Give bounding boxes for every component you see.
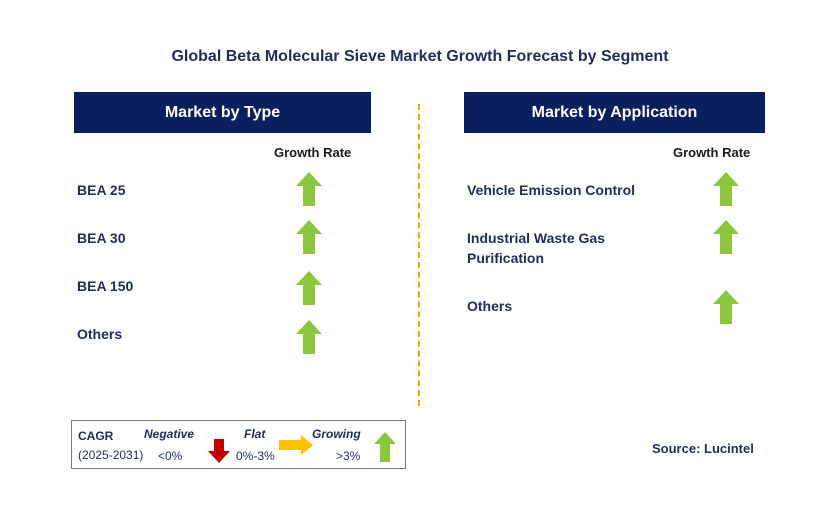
type-item-label: BEA 150 [77,278,134,294]
application-item-label: Others [467,298,513,314]
source-note: Source: Lucintel [652,441,754,456]
legend-negative-label: Negative [144,427,195,441]
up-arrow-icon [296,220,322,254]
cagr-legend: CAGR (2025-2031) Negative <0% Flat 0%-3%… [71,420,406,469]
type-item-label: BEA 25 [77,182,126,198]
legend-growing-value: >3% [336,449,361,463]
legend-flat-label: Flat [244,427,266,441]
up-arrow-icon [296,320,322,354]
legend-cagr-label: CAGR [78,429,114,443]
up-arrow-icon [374,432,396,462]
up-arrow-icon [296,172,322,206]
down-arrow-icon [208,439,230,463]
type-item-label: Others [77,326,123,342]
legend-period: (2025-2031) [78,448,144,462]
application-item-label: Vehicle Emission Control [467,182,636,198]
type-item-label: BEA 30 [77,230,126,246]
legend-negative-value: <0% [158,449,183,463]
up-arrow-icon [713,172,739,206]
application-item-label: Industrial Waste Gas Purification [467,230,605,266]
legend-growing-label: Growing [312,427,361,441]
up-arrow-icon [296,271,322,305]
up-arrow-icon [713,290,739,324]
legend-flat-value: 0%-3% [236,449,275,463]
page-title: Global Beta Molecular Sieve Market Growt… [171,48,669,65]
up-arrow-icon [713,220,739,254]
application-growth-rate-label: Growth Rate [673,145,751,160]
type-panel-header: Market by Type [74,92,371,133]
right-arrow-icon [279,435,313,455]
application-panel-header: Market by Application [464,92,765,133]
type-growth-rate-label: Growth Rate [274,145,352,160]
panel-divider [418,104,420,406]
